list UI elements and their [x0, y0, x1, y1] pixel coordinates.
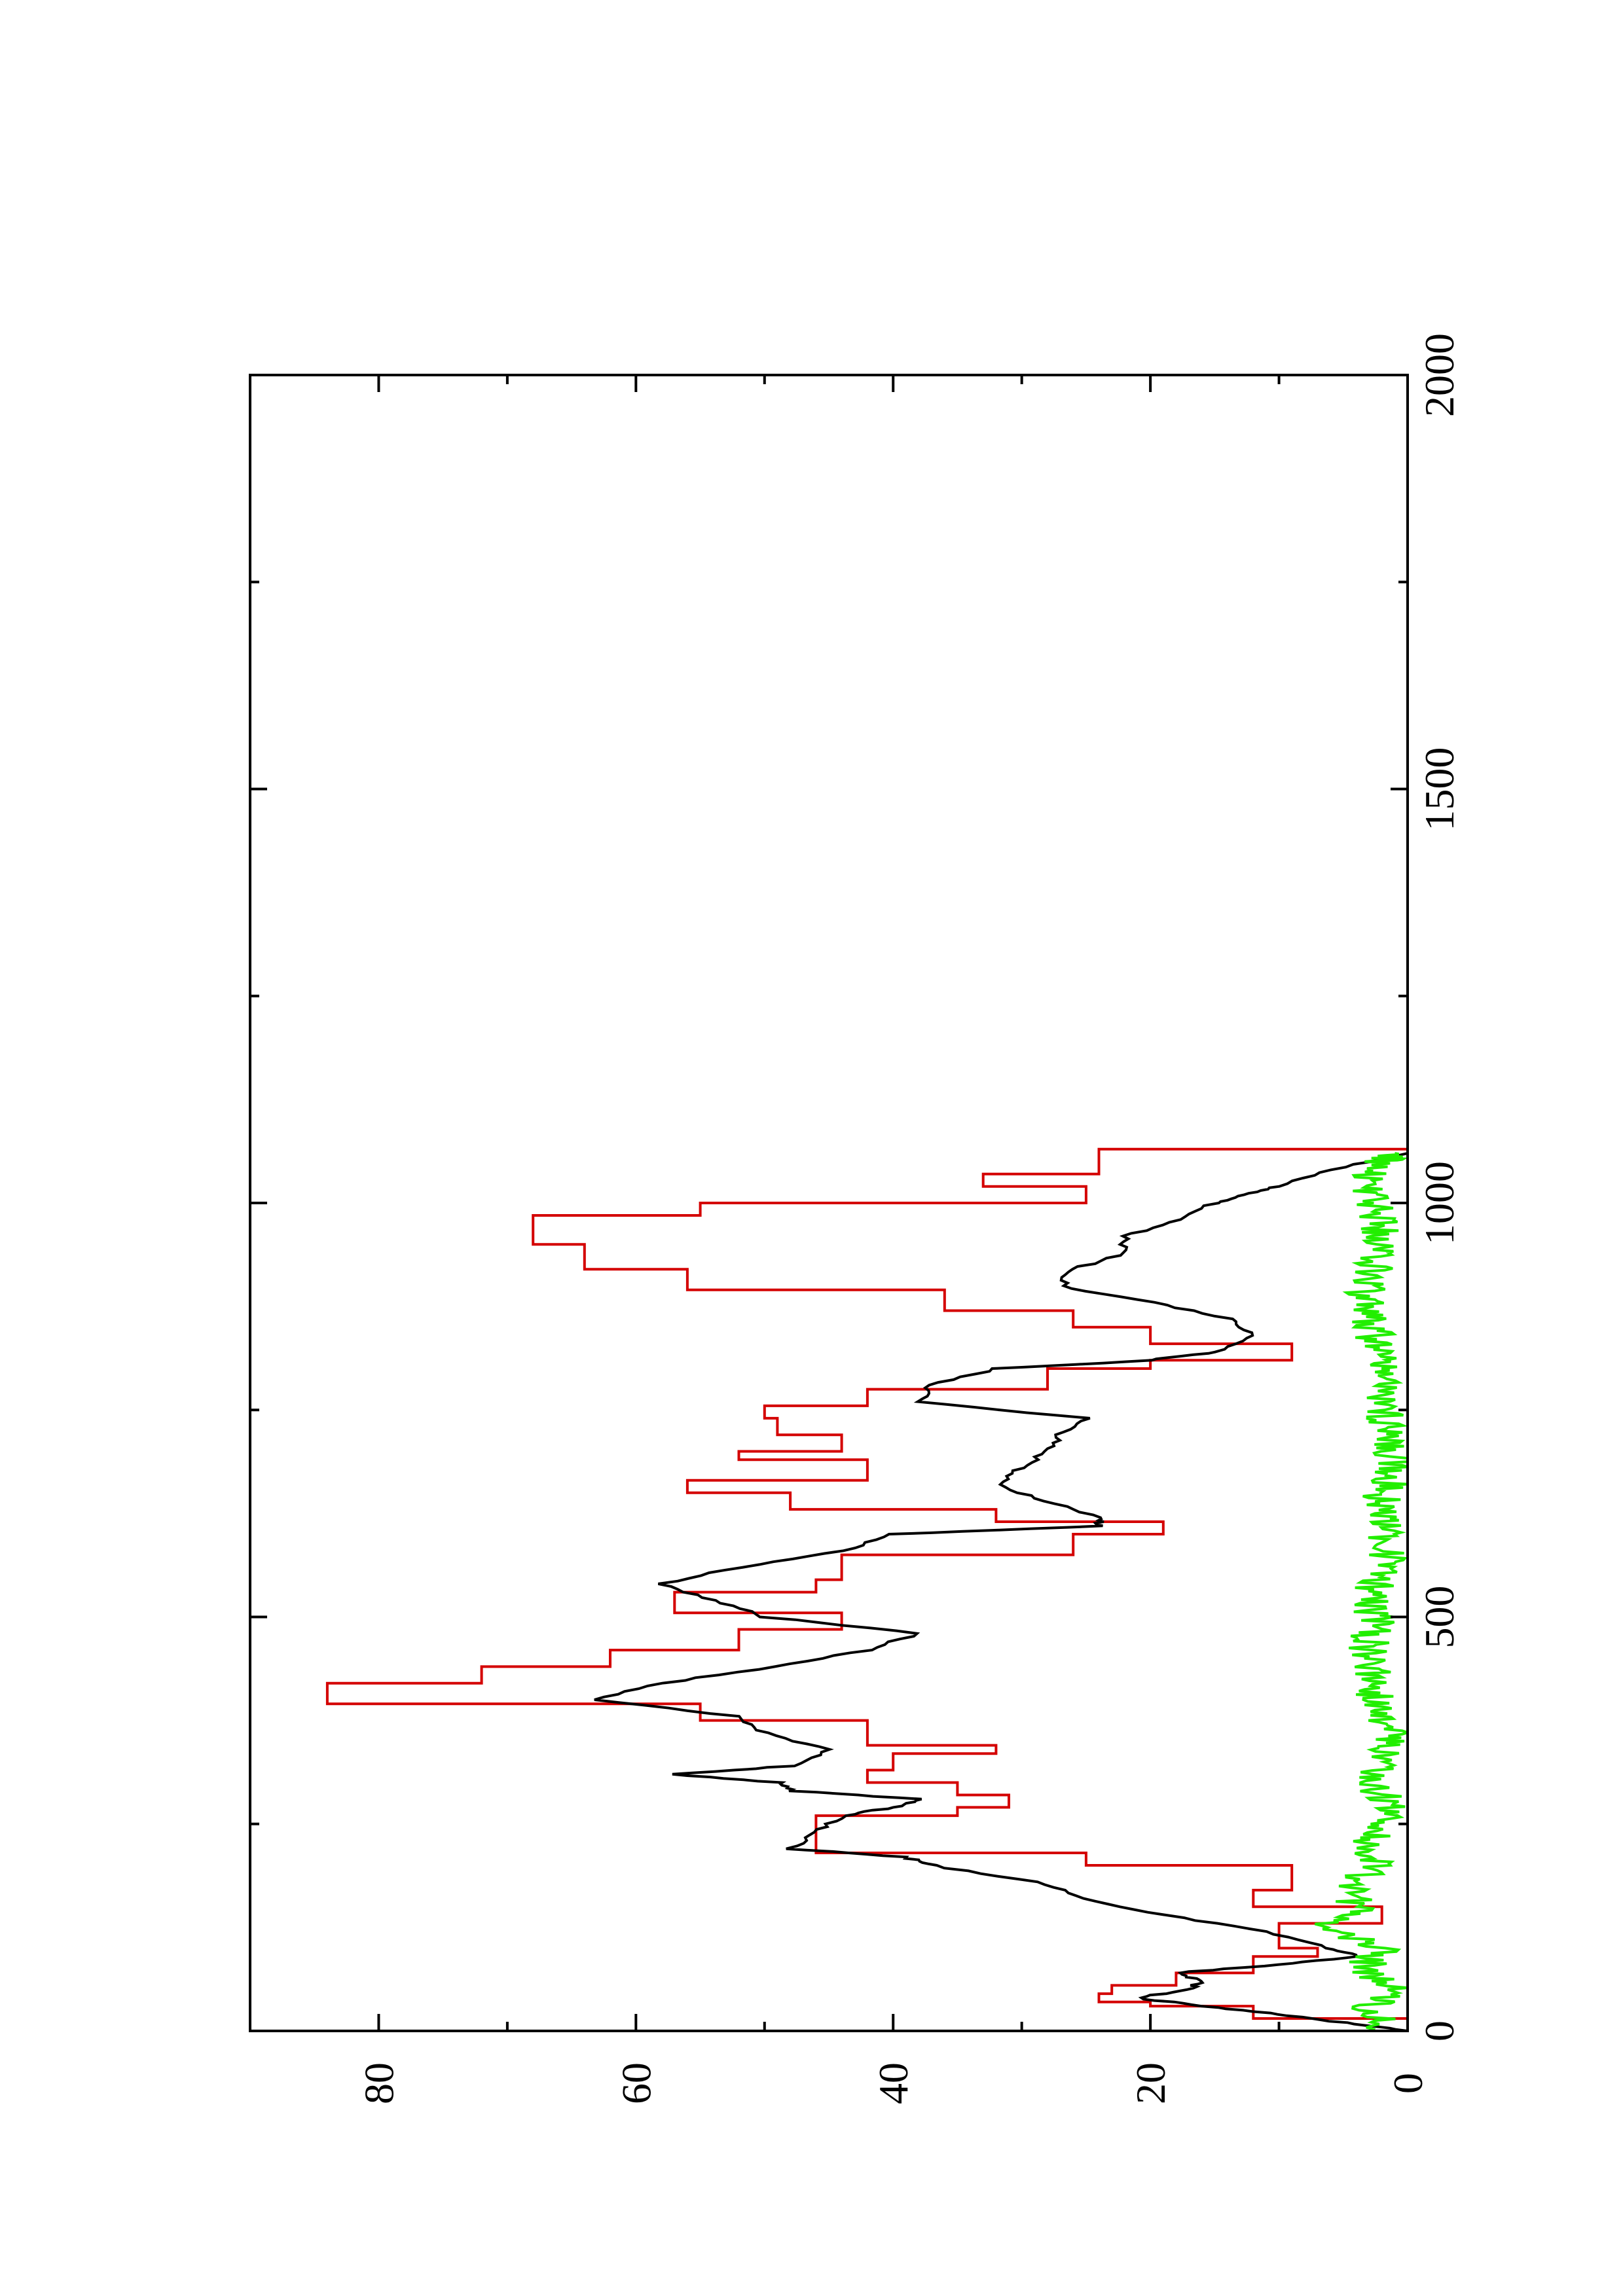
x-tick-label: 1500	[1416, 747, 1463, 831]
y-tick-label: 80	[356, 2062, 402, 2104]
x-tick-label: 0	[1416, 2020, 1463, 2041]
series-layer	[325, 1147, 1408, 2031]
y-tick-label: 40	[870, 2062, 917, 2104]
tick-labels: 0 500 1000 1500 2000 0 20 40 60 80	[356, 333, 1463, 2104]
series-line-2	[594, 1152, 1408, 2031]
y-tick-label: 0	[1385, 2073, 1431, 2094]
series-line-1	[325, 1147, 1408, 2031]
x-tick-label: 2000	[1416, 333, 1463, 417]
x-tick-label: 500	[1416, 1586, 1463, 1649]
series-line-3	[1314, 1152, 1408, 2031]
y-tick-label: 20	[1127, 2062, 1174, 2104]
ticks-layer	[250, 374, 1409, 2032]
y-tick-label: 60	[613, 2062, 659, 2104]
x-tick-label: 1000	[1416, 1161, 1463, 1245]
